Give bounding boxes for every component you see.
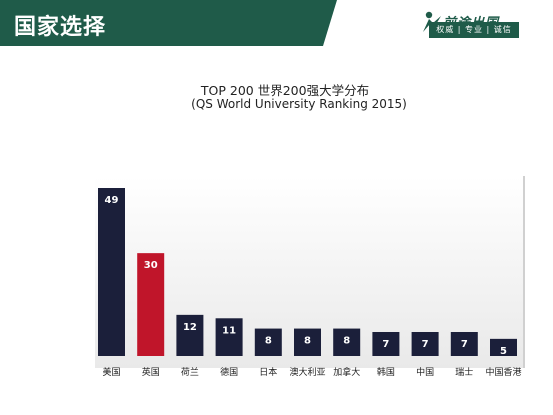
bar-10 — [490, 338, 517, 356]
bar-8 — [411, 332, 439, 356]
tick-label-6: 加拿大 — [333, 366, 360, 378]
tick-label-1: 英国 — [142, 366, 160, 378]
tick-label-10: 中国香港 — [485, 366, 521, 378]
page-title: 国家选择 — [14, 15, 107, 40]
tick-label-5: 澳大利亚 — [289, 366, 325, 378]
tick-label-3: 德国 — [220, 366, 238, 378]
data-label-4: 8 — [265, 336, 272, 347]
tick-label-9: 瑞士 — [455, 366, 473, 378]
header-bar: 国家选择 前途出国 VISION OVERSEAS 权威 | 专业 | 诚信 — [0, 0, 553, 46]
bar-3 — [215, 318, 243, 356]
data-label-10: 5 — [500, 346, 507, 357]
bar-1 — [137, 253, 165, 356]
tick-label-8: 中国 — [416, 366, 434, 378]
tick-label-2: 荷兰 — [181, 366, 199, 378]
data-label-3: 11 — [222, 325, 236, 336]
data-label-8: 7 — [422, 339, 429, 350]
data-label-0: 49 — [105, 195, 119, 206]
data-label-9: 7 — [461, 339, 468, 350]
bar-6 — [333, 328, 361, 356]
data-label-2: 12 — [183, 322, 197, 333]
data-label-1: 30 — [144, 260, 158, 271]
bar-9 — [450, 332, 478, 356]
data-label-6: 8 — [343, 336, 350, 347]
tick-label-0: 美国 — [102, 366, 120, 378]
data-label-7: 7 — [382, 339, 389, 350]
data-label-5: 8 — [304, 336, 311, 347]
bar-7 — [372, 332, 400, 356]
tick-label-4: 日本 — [259, 366, 277, 378]
bar-0 — [98, 188, 125, 356]
tick-label-7: 韩国 — [377, 366, 395, 378]
chart-title: TOP 200 世界200强大学分布 — [200, 83, 370, 98]
bar-4 — [254, 328, 282, 356]
slogan-badge: 权威 | 专业 | 诚信 — [429, 22, 519, 38]
bar-5 — [294, 328, 321, 356]
chart-subtitle: (QS World University Ranking 2015) — [191, 97, 407, 111]
bar-2 — [176, 314, 204, 356]
